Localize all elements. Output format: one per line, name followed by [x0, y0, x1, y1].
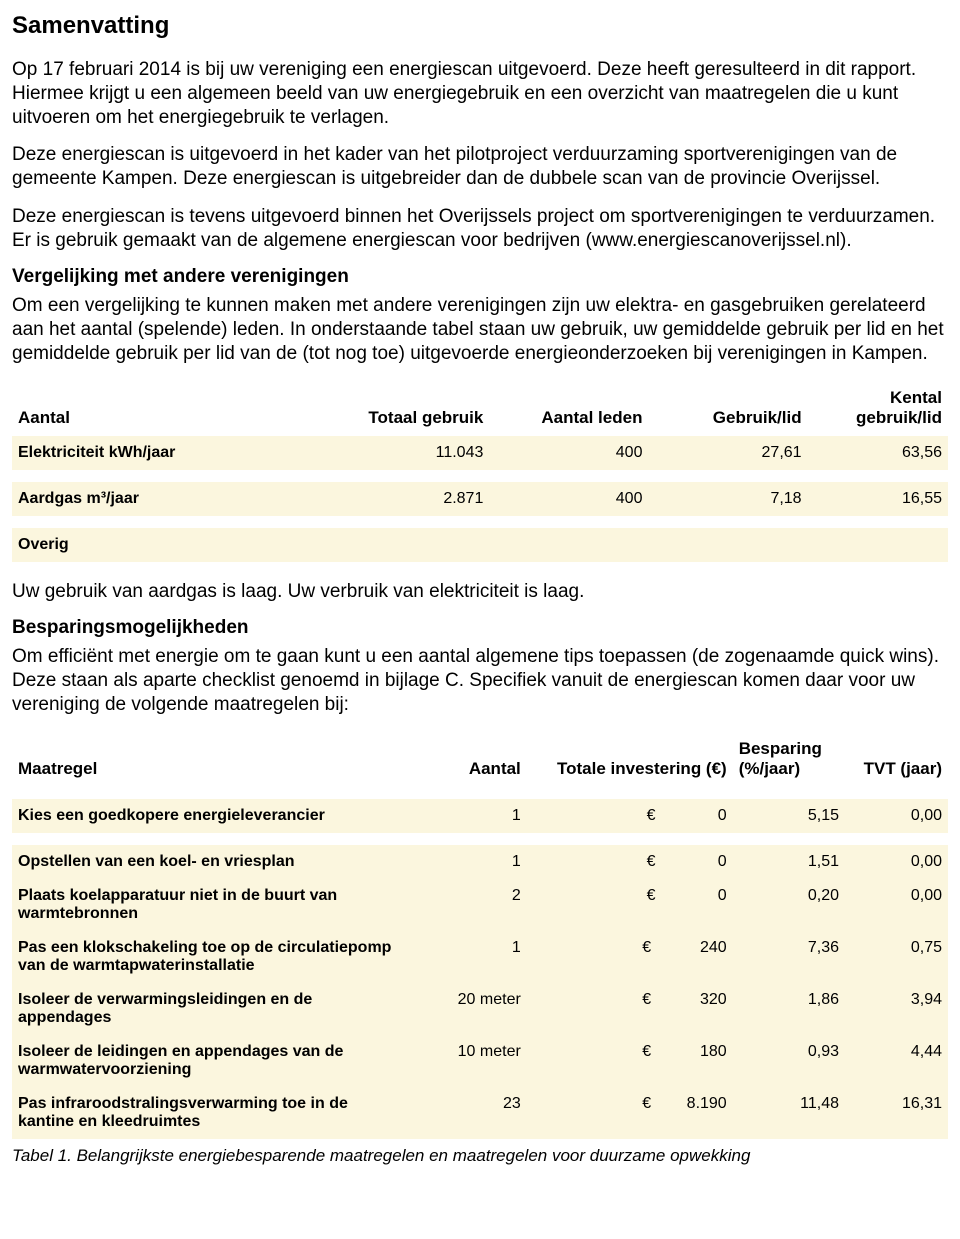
- cell: 0,93: [733, 1035, 845, 1087]
- column-header: Aantal: [12, 380, 330, 436]
- intro-paragraph-3: Deze energiescan is tevens uitgevoerd bi…: [12, 205, 948, 253]
- row-label: Kies een goedkopere energieleverancier: [12, 799, 405, 833]
- cell: [489, 528, 648, 562]
- table-caption: Tabel 1. Belangrijkste energiebesparende…: [12, 1145, 948, 1166]
- column-header: Totaal gebruik: [330, 380, 489, 436]
- cell: € 180: [527, 1035, 733, 1087]
- table-row: Pas een klokschakeling toe op de circula…: [12, 931, 948, 983]
- cell: 10 meter: [405, 1035, 527, 1087]
- cell: 1: [405, 799, 527, 833]
- row-label: Plaats koelapparatuur niet in de buurt v…: [12, 879, 405, 931]
- cell: 4,44: [845, 1035, 948, 1087]
- intro-paragraph-2: Deze energiescan is uitgevoerd in het ka…: [12, 143, 948, 191]
- column-header: Kental gebruik/lid: [808, 380, 948, 436]
- table-row: Isoleer de verwarmingsleidingen en de ap…: [12, 983, 948, 1035]
- column-header: TVT (jaar): [845, 731, 948, 787]
- cell: € 8.190: [527, 1087, 733, 1139]
- row-label: Overig: [12, 528, 330, 562]
- table-row: Kies een goedkopere energieleverancier1€…: [12, 799, 948, 833]
- cell: 16,55: [808, 482, 948, 516]
- cell: [648, 528, 807, 562]
- cell: 63,56: [808, 436, 948, 470]
- table-row: Elektriciteit kWh/jaar11.04340027,6163,5…: [12, 436, 948, 470]
- cell: 3,94: [845, 983, 948, 1035]
- cell: 1: [405, 845, 527, 879]
- cell: 0,00: [845, 845, 948, 879]
- column-header: Gebruik/lid: [648, 380, 807, 436]
- row-label: Isoleer de verwarmingsleidingen en de ap…: [12, 983, 405, 1035]
- column-header: Totale investering (€): [527, 731, 733, 787]
- table-row: Isoleer de leidingen en appendages van d…: [12, 1035, 948, 1087]
- cell: 11,48: [733, 1087, 845, 1139]
- column-header: Aantal leden: [489, 380, 648, 436]
- cell: € 240: [527, 931, 733, 983]
- cell: 7,18: [648, 482, 807, 516]
- cell: 400: [489, 436, 648, 470]
- table-row: Plaats koelapparatuur niet in de buurt v…: [12, 879, 948, 931]
- cell: 0,00: [845, 879, 948, 931]
- cell: 7,36: [733, 931, 845, 983]
- cell: [808, 528, 948, 562]
- cell: 27,61: [648, 436, 807, 470]
- usage-table: AantalTotaal gebruikAantal ledenGebruik/…: [12, 380, 948, 574]
- column-header: Maatregel: [12, 731, 405, 787]
- column-header: Besparing (%/jaar): [733, 731, 845, 787]
- measures-table: MaatregelAantalTotale investering (€)Bes…: [12, 731, 948, 1139]
- row-label: Pas een klokschakeling toe op de circula…: [12, 931, 405, 983]
- cell: € 0: [527, 879, 733, 931]
- cell: 0,75: [845, 931, 948, 983]
- page-title: Samenvatting: [12, 12, 948, 40]
- cell: 11.043: [330, 436, 489, 470]
- usage-statement: Uw gebruik van aardgas is laag. Uw verbr…: [12, 580, 948, 604]
- table-row: Overig: [12, 528, 948, 562]
- row-label: Opstellen van een koel- en vriesplan: [12, 845, 405, 879]
- heading-besparing: Besparingsmogelijkheden: [12, 617, 948, 639]
- table-row: Opstellen van een koel- en vriesplan1€ 0…: [12, 845, 948, 879]
- cell: € 0: [527, 845, 733, 879]
- cell: 20 meter: [405, 983, 527, 1035]
- table-row: Pas infraroodstralingsverwarming toe in …: [12, 1087, 948, 1139]
- cell: 16,31: [845, 1087, 948, 1139]
- cell: 1,86: [733, 983, 845, 1035]
- intro-paragraph-1: Op 17 februari 2014 is bij uw vereniging…: [12, 58, 948, 129]
- cell: € 0: [527, 799, 733, 833]
- cell: 0,00: [845, 799, 948, 833]
- cell: [330, 528, 489, 562]
- besparing-paragraph: Om efficiënt met energie om te gaan kunt…: [12, 645, 948, 716]
- heading-vergelijking: Vergelijking met andere verenigingen: [12, 266, 948, 288]
- vergelijking-paragraph: Om een vergelijking te kunnen maken met …: [12, 294, 948, 365]
- cell: 5,15: [733, 799, 845, 833]
- row-label: Elektriciteit kWh/jaar: [12, 436, 330, 470]
- cell: 1,51: [733, 845, 845, 879]
- cell: 23: [405, 1087, 527, 1139]
- cell: 1: [405, 931, 527, 983]
- column-header: Aantal: [405, 731, 527, 787]
- cell: 2: [405, 879, 527, 931]
- table-row: Aardgas m³/jaar2.8714007,1816,55: [12, 482, 948, 516]
- row-label: Isoleer de leidingen en appendages van d…: [12, 1035, 405, 1087]
- cell: 0,20: [733, 879, 845, 931]
- row-label: Pas infraroodstralingsverwarming toe in …: [12, 1087, 405, 1139]
- cell: 400: [489, 482, 648, 516]
- row-label: Aardgas m³/jaar: [12, 482, 330, 516]
- cell: € 320: [527, 983, 733, 1035]
- cell: 2.871: [330, 482, 489, 516]
